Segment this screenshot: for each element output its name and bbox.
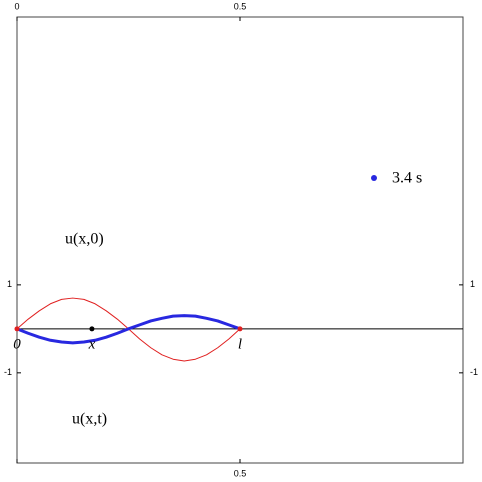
x-tick-label: 0.5 bbox=[234, 1, 247, 11]
x-tick-label: 0.5 bbox=[234, 468, 247, 478]
y-tick-label: 1 bbox=[470, 279, 475, 289]
time-label: 3.4 s bbox=[392, 170, 422, 187]
point-label: 0 bbox=[13, 336, 21, 352]
point bbox=[89, 326, 95, 332]
point-label: x bbox=[88, 336, 96, 352]
y-tick-label: -1 bbox=[470, 367, 478, 377]
x-tick-label: 0 bbox=[14, 1, 19, 11]
point bbox=[14, 326, 20, 332]
series-line bbox=[16, 314, 241, 345]
point-label: l bbox=[238, 336, 242, 352]
point bbox=[237, 326, 243, 332]
time-marker bbox=[371, 175, 377, 181]
series-label: u(x,t) bbox=[72, 411, 107, 428]
series-label: u(x,0) bbox=[65, 231, 104, 248]
y-tick-label: -1 bbox=[4, 367, 12, 377]
y-tick-label: 1 bbox=[7, 279, 12, 289]
